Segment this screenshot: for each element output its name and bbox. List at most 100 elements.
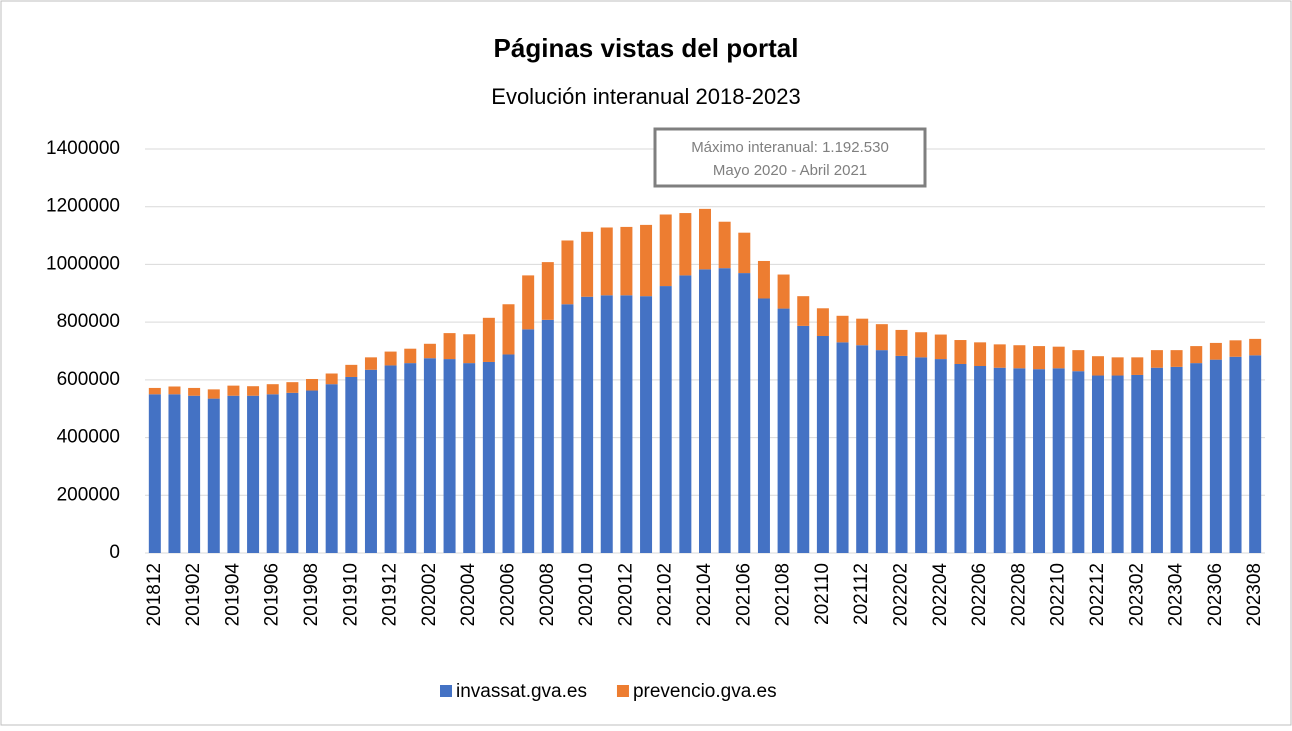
bar bbox=[502, 354, 515, 553]
bar bbox=[384, 351, 397, 366]
bar bbox=[306, 378, 319, 391]
bar bbox=[659, 214, 672, 287]
x-tick-label: 202304 bbox=[1166, 563, 1187, 627]
x-tick-label: 201908 bbox=[301, 563, 322, 626]
bar bbox=[1111, 357, 1124, 376]
bar bbox=[522, 329, 535, 553]
bar bbox=[286, 382, 299, 393]
bar bbox=[561, 240, 574, 305]
x-tick-label: 201912 bbox=[380, 563, 401, 626]
bar bbox=[974, 342, 987, 367]
bar bbox=[168, 394, 181, 553]
bar bbox=[345, 376, 358, 553]
bar bbox=[836, 315, 849, 343]
bar bbox=[384, 365, 397, 553]
bar bbox=[345, 364, 358, 377]
bar bbox=[207, 398, 220, 553]
chart-subtitle: Evolución interanual 2018-2023 bbox=[491, 84, 800, 109]
bar bbox=[1131, 374, 1144, 553]
bar bbox=[207, 389, 220, 399]
legend-label: invassat.gva.es bbox=[456, 681, 587, 702]
y-tick-label: 1400000 bbox=[46, 138, 120, 159]
bar bbox=[1249, 355, 1262, 553]
x-tick-label: 202108 bbox=[773, 563, 794, 626]
x-tick-label: 202012 bbox=[615, 563, 636, 626]
bar bbox=[875, 350, 888, 553]
bar bbox=[1052, 368, 1065, 553]
y-tick-label: 1200000 bbox=[46, 196, 120, 217]
bar bbox=[974, 366, 987, 553]
y-tick-label: 1000000 bbox=[46, 253, 120, 274]
x-tick-label: 201902 bbox=[183, 563, 204, 626]
bar bbox=[934, 359, 947, 553]
bar bbox=[836, 342, 849, 553]
bar bbox=[1190, 363, 1203, 553]
bar bbox=[679, 213, 692, 276]
bar bbox=[718, 268, 731, 553]
bar bbox=[168, 386, 181, 395]
x-tick-label: 202206 bbox=[969, 563, 990, 626]
bar bbox=[718, 221, 731, 269]
x-tick-label: 202010 bbox=[576, 563, 597, 626]
bar bbox=[581, 231, 594, 297]
bar bbox=[993, 367, 1006, 553]
x-tick-label: 202204 bbox=[930, 563, 951, 627]
bar bbox=[325, 384, 338, 553]
bar bbox=[620, 226, 633, 296]
y-tick-label: 0 bbox=[109, 542, 120, 563]
bar bbox=[502, 304, 515, 355]
bar bbox=[443, 333, 456, 360]
bar bbox=[1170, 350, 1183, 367]
bar bbox=[463, 334, 476, 364]
bar bbox=[482, 317, 495, 362]
bar bbox=[1249, 338, 1262, 356]
annotation-box bbox=[653, 127, 927, 188]
bar bbox=[757, 298, 770, 553]
bar bbox=[188, 395, 201, 553]
bar bbox=[404, 363, 417, 553]
x-tick-label: 202208 bbox=[1008, 563, 1029, 626]
bar bbox=[600, 227, 613, 296]
bar bbox=[522, 275, 535, 330]
chart-title: Páginas vistas del portal bbox=[494, 33, 799, 63]
bar bbox=[364, 357, 377, 370]
bar bbox=[1091, 375, 1104, 553]
bar bbox=[188, 387, 201, 396]
legend-marker bbox=[440, 685, 452, 697]
x-tick-label: 202302 bbox=[1126, 563, 1147, 626]
bar bbox=[1091, 356, 1104, 376]
bar bbox=[581, 296, 594, 553]
x-tick-label: 202112 bbox=[851, 563, 872, 625]
x-tick-label: 202104 bbox=[694, 563, 715, 627]
bar bbox=[247, 395, 260, 553]
bar bbox=[954, 363, 967, 553]
bar bbox=[895, 355, 908, 553]
bar bbox=[856, 345, 869, 553]
bar bbox=[816, 308, 829, 336]
bar bbox=[816, 335, 829, 553]
bar bbox=[463, 363, 476, 553]
bar bbox=[699, 208, 711, 270]
bar bbox=[915, 357, 928, 553]
bar bbox=[640, 296, 653, 553]
bar bbox=[934, 334, 947, 360]
bar bbox=[1033, 369, 1046, 553]
bar bbox=[915, 332, 928, 358]
y-tick-label: 800000 bbox=[57, 311, 120, 332]
y-tick-label: 400000 bbox=[57, 427, 120, 448]
bar bbox=[1072, 350, 1085, 372]
bar bbox=[1052, 346, 1065, 369]
bar bbox=[797, 325, 810, 553]
x-tick-label: 202202 bbox=[891, 563, 912, 626]
bar bbox=[482, 361, 495, 553]
bar bbox=[1013, 345, 1026, 369]
bar bbox=[1209, 342, 1222, 360]
bar bbox=[541, 262, 554, 320]
x-tick-label: 201910 bbox=[340, 563, 361, 626]
bar bbox=[1072, 371, 1085, 553]
bar bbox=[1111, 375, 1124, 553]
bar bbox=[1170, 366, 1183, 553]
x-tick-label: 201904 bbox=[222, 563, 243, 627]
x-tick-label: 202212 bbox=[1087, 563, 1108, 626]
